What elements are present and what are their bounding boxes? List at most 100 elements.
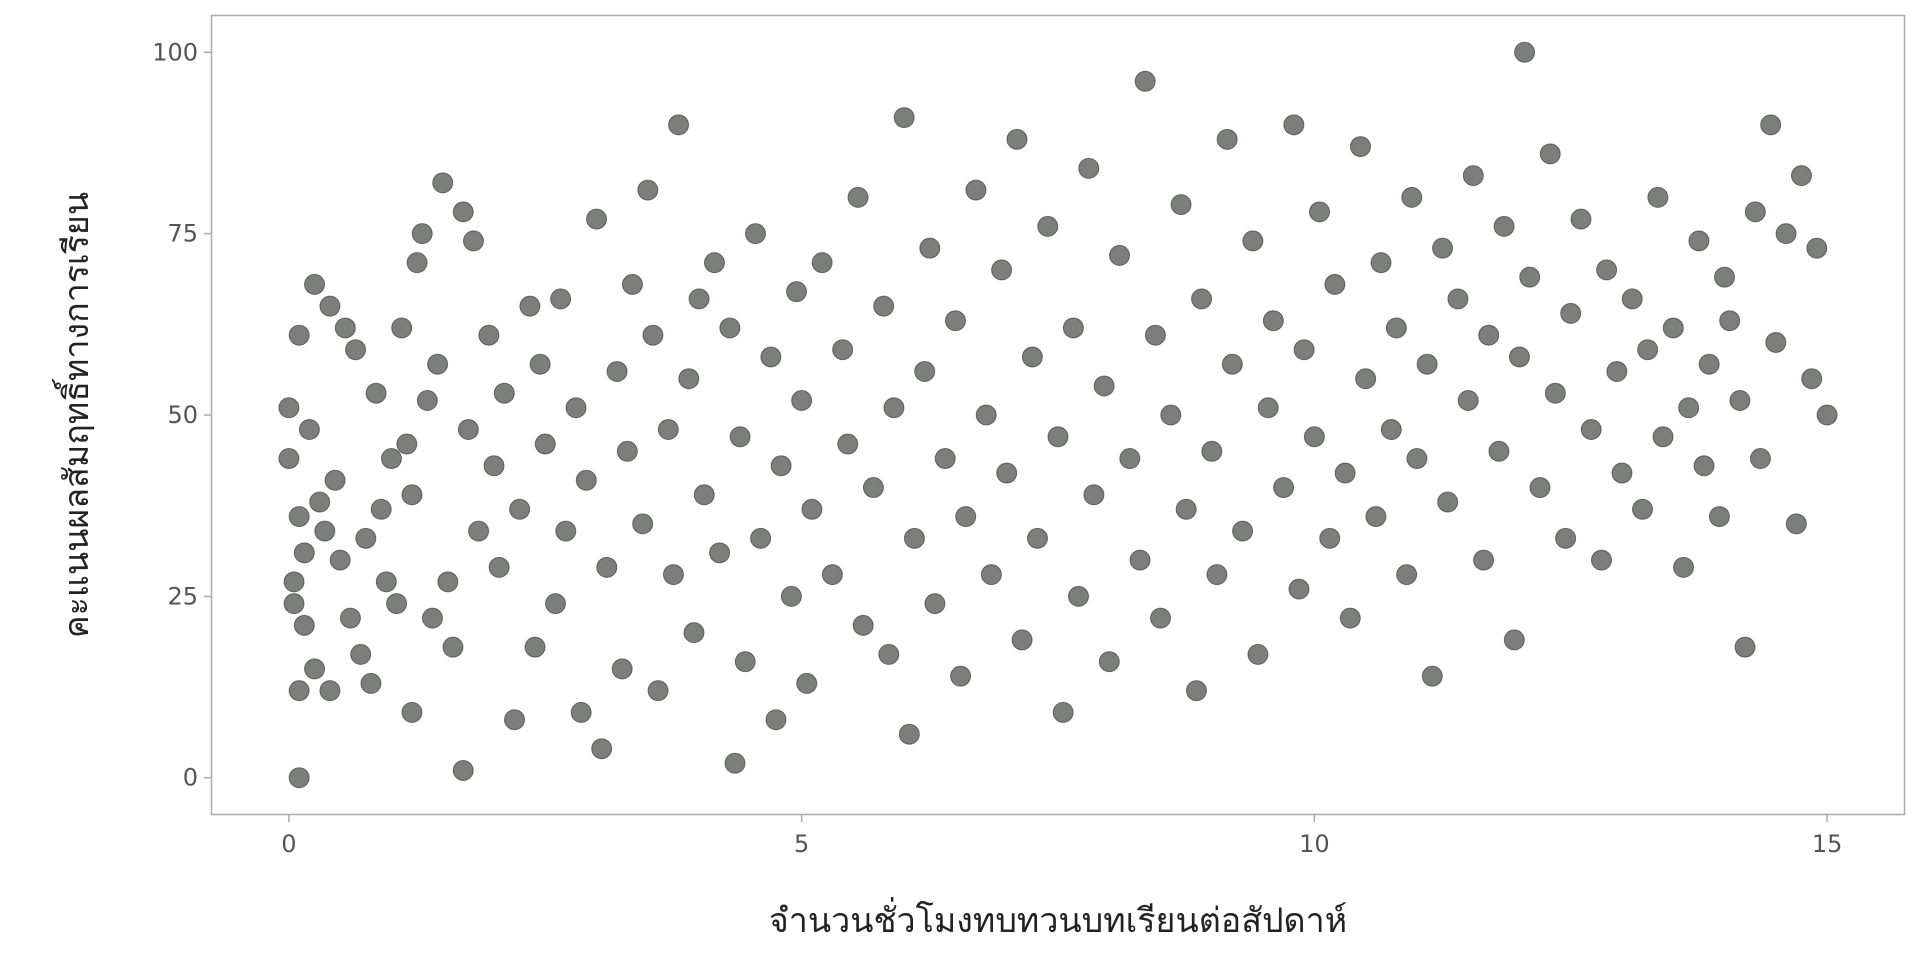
data-point [862, 477, 884, 499]
data-point [1175, 498, 1197, 520]
data-point [1380, 419, 1402, 441]
y-tick-label: 0 [183, 764, 198, 792]
plot-frame [210, 14, 1906, 816]
data-point [1637, 339, 1659, 361]
data-point [1078, 157, 1100, 179]
data-point [391, 317, 413, 339]
data-point [468, 520, 490, 542]
data-point [442, 636, 464, 658]
data-point [570, 701, 592, 723]
data-point [1068, 585, 1090, 607]
data-point [934, 448, 956, 470]
data-point [360, 672, 382, 694]
data-point [370, 498, 392, 520]
data-point [1201, 440, 1223, 462]
data-point [1447, 288, 1469, 310]
data-point [1355, 368, 1377, 390]
y-tick-label: 75 [167, 220, 198, 248]
data-point [1247, 643, 1269, 665]
data-point [452, 201, 474, 223]
data-point [283, 571, 305, 593]
data-point [1026, 527, 1048, 549]
data-point [452, 759, 474, 781]
data-point [1308, 201, 1330, 223]
data-point [1519, 266, 1541, 288]
data-point [1714, 266, 1736, 288]
data-point [1221, 353, 1243, 375]
data-point [1416, 353, 1438, 375]
data-point [288, 324, 310, 346]
data-point [1775, 223, 1797, 245]
data-point [955, 506, 977, 528]
data-point [1052, 701, 1074, 723]
data-point [1406, 448, 1428, 470]
data-point [1134, 70, 1156, 92]
data-point [478, 324, 500, 346]
data-point [903, 527, 925, 549]
data-point [837, 433, 859, 455]
data-point [734, 651, 756, 673]
data-point [1339, 607, 1361, 629]
data-point [883, 397, 905, 419]
data-point [1596, 259, 1618, 281]
data-point [278, 397, 300, 419]
data-point [324, 469, 346, 491]
data-point [878, 643, 900, 665]
data-point [283, 593, 305, 615]
data-point [832, 339, 854, 361]
data-point [965, 179, 987, 201]
data-point [1478, 324, 1500, 346]
data-point [1765, 331, 1787, 353]
data-point [724, 752, 746, 774]
data-point [980, 564, 1002, 586]
data-point [847, 186, 869, 208]
data-point [1698, 353, 1720, 375]
data-point [319, 680, 341, 702]
data-point [1457, 389, 1479, 411]
data-point [765, 709, 787, 731]
data-point [1350, 136, 1372, 158]
data-point [1493, 215, 1515, 237]
data-point [791, 389, 813, 411]
data-point [919, 237, 941, 259]
y-tick-label: 50 [167, 401, 198, 429]
y-tick-label: 100 [152, 38, 198, 66]
data-point [611, 658, 633, 680]
data-point [950, 665, 972, 687]
data-point [1257, 397, 1279, 419]
data-point [432, 172, 454, 194]
data-point [996, 462, 1018, 484]
x-tick-label: 5 [794, 830, 809, 858]
data-point [1801, 368, 1823, 390]
data-point [750, 527, 772, 549]
data-point [1539, 143, 1561, 165]
data-point [1119, 448, 1141, 470]
data-point [524, 636, 546, 658]
data-point [668, 114, 690, 136]
data-point [1273, 477, 1295, 499]
data-point [1508, 346, 1530, 368]
data-point [796, 672, 818, 694]
data-point [1206, 564, 1228, 586]
data-point [1109, 244, 1131, 266]
data-point [1693, 455, 1715, 477]
data-point [288, 506, 310, 528]
data-point [591, 738, 613, 760]
data-point [1129, 549, 1151, 571]
data-point [1288, 578, 1310, 600]
data-point [1462, 165, 1484, 187]
points-layer [278, 41, 1838, 789]
data-point [760, 346, 782, 368]
data-point [1370, 252, 1392, 274]
data-point [427, 353, 449, 375]
data-point [1242, 230, 1264, 252]
data-point [1529, 477, 1551, 499]
data-point [786, 281, 808, 303]
data-point [1570, 208, 1592, 230]
data-point [529, 353, 551, 375]
data-point [1760, 114, 1782, 136]
data-point [780, 585, 802, 607]
data-point [770, 455, 792, 477]
data-point [365, 382, 387, 404]
